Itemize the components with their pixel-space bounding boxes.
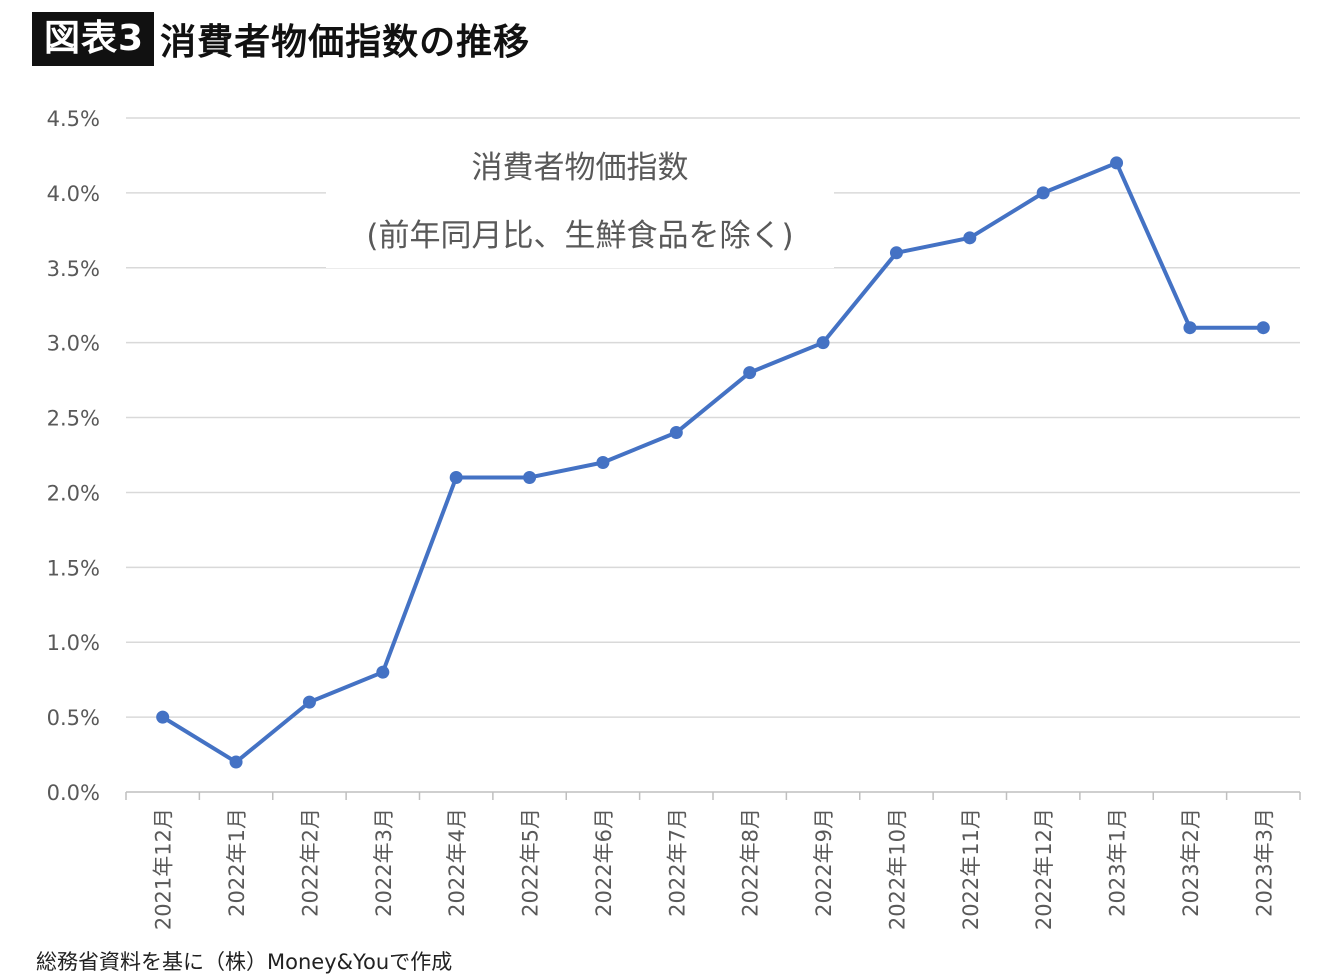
data-point — [1110, 156, 1124, 170]
data-point — [1256, 321, 1270, 335]
data-point — [669, 426, 683, 440]
y-tick-label: 4.0% — [47, 182, 100, 206]
x-tick-label: 2022年8月 — [739, 808, 763, 917]
y-tick-label: 4.5% — [47, 107, 100, 131]
data-point — [376, 665, 390, 679]
x-tick-label: 2022年5月 — [519, 808, 543, 917]
x-tick-label: 2022年12月 — [1032, 808, 1056, 930]
data-point — [743, 366, 757, 380]
chart-title: 消費者物価指数 — [472, 150, 689, 186]
data-point — [596, 455, 610, 469]
y-tick-label: 3.5% — [47, 257, 100, 281]
x-tick-label: 2023年3月 — [1252, 808, 1276, 917]
data-point — [889, 246, 903, 260]
y-tick-label: 1.5% — [47, 556, 100, 580]
y-tick-label: 3.0% — [47, 332, 100, 356]
y-tick-label: 2.5% — [47, 407, 100, 431]
y-tick-label: 2.0% — [47, 481, 100, 505]
x-tick-label: 2023年2月 — [1179, 808, 1203, 917]
x-tick-label: 2022年11月 — [959, 808, 983, 930]
x-tick-label: 2022年10月 — [885, 808, 909, 930]
figure-title: 消費者物価指数の推移 — [160, 22, 531, 63]
y-tick-label: 0.5% — [47, 706, 100, 730]
x-tick-label: 2022年2月 — [298, 808, 322, 917]
data-point — [302, 695, 316, 709]
x-tick-label: 2022年9月 — [812, 808, 836, 917]
figure-badge: 図表3 — [32, 12, 155, 66]
x-tick-label: 2022年7月 — [665, 808, 689, 917]
data-point — [523, 470, 537, 484]
data-point — [816, 336, 830, 350]
source-note: 総務省資料を基に（株）Money&Youで作成 — [36, 950, 453, 974]
chart-title-background — [326, 140, 834, 268]
x-tick-label: 2022年6月 — [592, 808, 616, 917]
chart-subtitle: (前年同月比、生鮮食品を除く) — [366, 218, 793, 254]
data-point — [963, 231, 977, 245]
data-point — [229, 755, 243, 769]
y-tick-label: 1.0% — [47, 631, 100, 655]
chart-header: 図表3 消費者物価指数の推移 — [32, 12, 530, 66]
data-point — [1036, 186, 1050, 200]
y-tick-label: 0.0% — [47, 781, 100, 805]
x-tick-label: 2021年12月 — [152, 808, 176, 930]
x-tick-label: 2022年3月 — [372, 808, 396, 917]
data-point — [449, 470, 463, 484]
x-tick-label: 2023年1月 — [1106, 808, 1130, 917]
data-point — [1183, 321, 1197, 335]
data-point — [156, 710, 170, 724]
series-line — [160, 160, 1266, 765]
x-tick-label: 2022年4月 — [445, 808, 469, 917]
x-tick-label: 2022年1月 — [225, 808, 249, 917]
